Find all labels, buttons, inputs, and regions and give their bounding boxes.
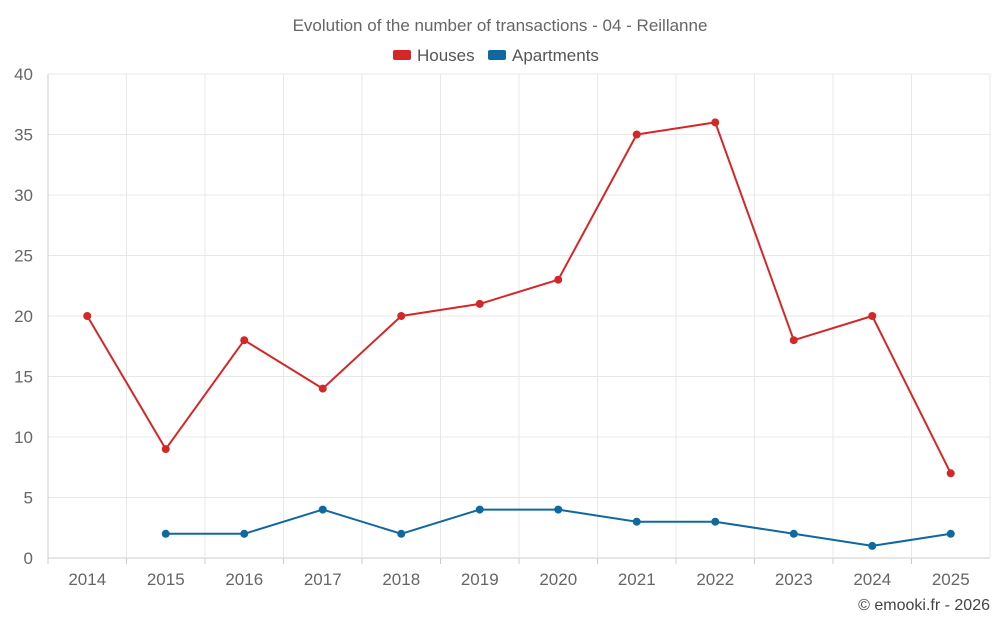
x-tick-label: 2024: [853, 570, 891, 589]
data-point-houses[interactable]: [868, 312, 877, 320]
series-line-houses: [86, 121, 952, 475]
data-point-houses[interactable]: [632, 130, 641, 139]
y-tick-label: 30: [14, 186, 33, 205]
credit-text: © emooki.fr - 2026: [858, 597, 990, 614]
data-point-apartments[interactable]: [711, 517, 720, 526]
data-point-houses[interactable]: [711, 118, 720, 127]
y-tick-label: 10: [14, 428, 33, 447]
data-point-apartments[interactable]: [868, 541, 877, 550]
legend-label-houses: Houses: [417, 46, 475, 65]
data-point-apartments[interactable]: [554, 505, 563, 514]
x-tick-label: 2015: [147, 570, 185, 589]
x-tick-label: 2021: [618, 570, 656, 589]
legend: Houses Apartments: [393, 46, 599, 65]
series-houses: [83, 118, 955, 478]
y-tick-label: 20: [14, 307, 33, 326]
y-tick-label: 15: [14, 368, 33, 387]
x-axis: 2014 2015 2016 2017 2018 2019 2020 2021 2022 2023…: [47, 558, 970, 589]
x-tick-label: 2017: [304, 570, 342, 589]
y-tick-label: 40: [14, 65, 33, 84]
legend-item-houses[interactable]: Houses: [393, 46, 475, 65]
y-axis: 0 5 10 15 20 25 30 35 40: [14, 65, 33, 568]
data-point-houses[interactable]: [318, 384, 327, 393]
x-tick-label: 2025: [932, 570, 970, 589]
data-point-apartments[interactable]: [318, 505, 327, 514]
grid: [47, 73, 991, 559]
legend-swatch-houses: [393, 50, 411, 60]
x-tick-label: 2014: [68, 570, 106, 589]
y-tick-label: 5: [24, 489, 33, 508]
data-point-apartments[interactable]: [946, 529, 955, 538]
x-tick-label: 2023: [775, 570, 813, 589]
y-tick-label: 35: [14, 126, 33, 145]
series-apartments: [161, 505, 955, 550]
y-tick-label: 0: [24, 549, 33, 568]
data-point-apartments[interactable]: [161, 529, 170, 538]
x-tick-label: 2019: [461, 570, 499, 589]
data-point-apartments[interactable]: [789, 529, 798, 538]
legend-item-apartments[interactable]: Apartments: [488, 46, 599, 65]
data-point-houses[interactable]: [240, 336, 249, 345]
data-point-apartments[interactable]: [475, 505, 484, 514]
chart-title: Evolution of the number of transactions …: [293, 16, 708, 35]
x-tick-label: 2020: [539, 570, 577, 589]
data-point-apartments[interactable]: [397, 529, 406, 538]
data-point-houses[interactable]: [475, 299, 484, 308]
x-tick-label: 2018: [382, 570, 420, 589]
x-tick-label: 2016: [225, 570, 263, 589]
x-tick-label: 2022: [696, 570, 734, 589]
data-point-houses[interactable]: [946, 469, 955, 478]
y-tick-label: 25: [14, 247, 33, 266]
data-point-houses[interactable]: [397, 312, 406, 320]
data-point-houses[interactable]: [161, 445, 170, 454]
data-point-houses[interactable]: [554, 275, 563, 284]
data-point-apartments[interactable]: [240, 529, 249, 538]
data-point-apartments[interactable]: [632, 517, 641, 526]
legend-label-apartments: Apartments: [512, 46, 599, 65]
data-point-houses[interactable]: [83, 312, 92, 320]
data-point-houses[interactable]: [789, 336, 798, 345]
legend-swatch-apartments: [488, 50, 506, 60]
series-layer: [83, 118, 955, 550]
